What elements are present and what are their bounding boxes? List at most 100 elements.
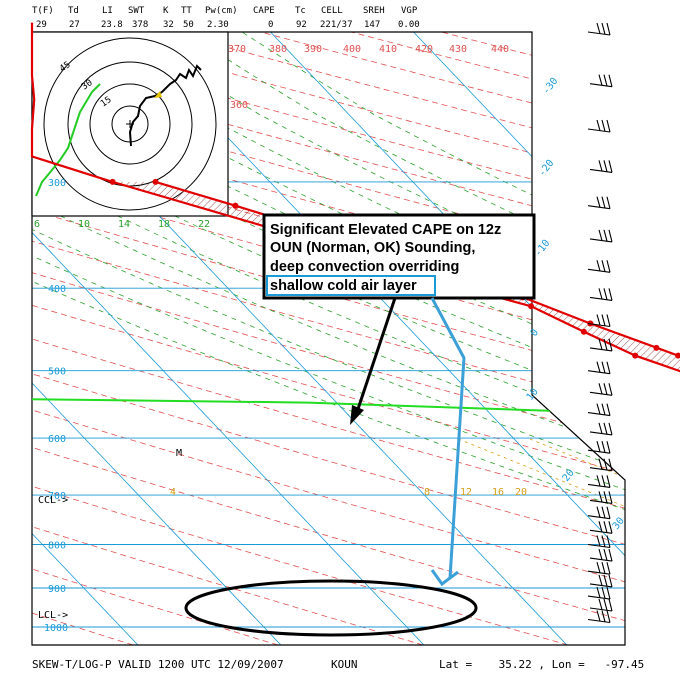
moist-adiabat-line	[32, 32, 625, 645]
mixing-ratio-label: 20	[515, 487, 527, 498]
plot-frame	[31, 31, 626, 646]
pressure-label: 500	[48, 367, 66, 378]
isotherm-label: 30	[611, 516, 627, 532]
wind-barb	[589, 422, 613, 436]
index-label-tf: T(F)	[32, 6, 54, 16]
level-mark-m: M	[176, 448, 182, 459]
moist-adiabat-line	[32, 32, 625, 645]
cold-layer-arrowhead	[430, 569, 459, 587]
index-label-td: Td	[68, 6, 79, 16]
footer-latlon: Lat = 35.22 , Lon = -97.45	[439, 658, 644, 671]
dry-adiabat-line	[32, 32, 625, 645]
theta-label: 360	[230, 100, 248, 111]
hodograph-ring	[43, 37, 217, 211]
dry-adiabat-line	[634, 13, 680, 645]
wind-barb	[587, 314, 611, 328]
moist-adiabat-line	[32, 32, 625, 645]
parcel-point	[675, 352, 680, 359]
parcel-point	[653, 344, 660, 351]
cold-layer-ellipse	[184, 579, 478, 637]
wind-barb	[587, 361, 611, 375]
wind-barb	[587, 535, 611, 549]
pressure-label: 400	[48, 284, 66, 295]
theta-label: 370	[228, 44, 246, 55]
index-label-li: LI	[102, 6, 113, 16]
annotation-line-1: Significant Elevated CAPE on 12z	[270, 222, 501, 238]
index-label-cape: CAPE	[253, 6, 275, 16]
pressure-label: 800	[48, 541, 66, 552]
index-label-k: K	[163, 6, 169, 16]
theta-e-label: 6	[34, 219, 40, 230]
wind-barbs	[587, 22, 613, 624]
theta-e-label: 22	[198, 219, 210, 230]
cold-layer-arrow	[430, 297, 466, 579]
index-value-td: 27	[69, 20, 80, 30]
ccl-label: CCL->	[38, 495, 68, 506]
theta-e-label: 10	[78, 219, 90, 230]
footer-title: SKEW-T/LOG-P VALID 1200 UTC 12/09/2007	[32, 658, 284, 671]
dry-adiabat-line	[32, 32, 625, 645]
index-value-vgp: 0.00	[398, 20, 420, 30]
index-value-swt: 378	[132, 20, 148, 30]
cape-arrow	[354, 297, 397, 416]
hodograph-trace	[128, 64, 202, 147]
index-label-tc: Tc	[295, 6, 306, 16]
isotherm-line	[32, 32, 282, 645]
pressure-label: 300	[48, 178, 66, 189]
annotation: Significant Elevated CAPE on 12z OUN (No…	[184, 213, 536, 637]
cape-arrowhead	[350, 405, 364, 425]
wind-barb	[587, 610, 611, 624]
wind-barb	[589, 458, 613, 472]
index-label-cell: CELL	[321, 6, 343, 16]
isotherm-label: -30	[541, 76, 561, 97]
index-value-cape: 0	[268, 20, 273, 30]
wind-barb	[589, 160, 613, 173]
index-label-pw: Pw(cm)	[205, 6, 238, 16]
dry-adiabat-line	[545, 32, 625, 645]
isotherm-line	[413, 32, 625, 645]
cold-layer-highlight	[266, 275, 436, 296]
annotation-line-4: shallow cold air layer	[270, 278, 417, 294]
footer-station: KOUN	[331, 658, 358, 671]
parcel-point	[232, 202, 239, 209]
pressure-label: 700	[48, 491, 66, 502]
wind-barb	[587, 260, 611, 273]
annotation-box	[262, 213, 536, 300]
isotherm-label: -10	[533, 238, 553, 259]
wind-barb	[589, 383, 613, 396]
index-label-sreh: SREH	[363, 6, 385, 16]
wind-barb	[589, 491, 613, 504]
moist-adiabat-line	[32, 32, 625, 645]
wind-barb	[589, 288, 613, 301]
hodograph-ring	[89, 83, 171, 165]
index-value-li: 23.8	[101, 20, 123, 30]
index-label-vgp: VGP	[401, 6, 418, 16]
index-value-tc: 92	[296, 20, 307, 30]
storm-motion-marker	[154, 91, 162, 98]
wind-barb	[587, 22, 611, 36]
isotherm-line	[32, 32, 139, 645]
temperature-trace	[30, 22, 680, 373]
index-value-tt: 50	[183, 20, 194, 30]
dry-adiabat-line	[367, 32, 625, 645]
isotherm-label: -20	[537, 158, 557, 179]
dry-adiabat-line	[32, 32, 625, 645]
mixing-ratio-label: 16	[492, 487, 504, 498]
theta-label: 380	[269, 44, 287, 55]
isotherm-label: 0	[529, 327, 541, 339]
dry-adiabat-line	[32, 32, 279, 645]
pressure-label: 1000	[44, 623, 68, 634]
parcel-point	[528, 303, 535, 310]
wind-barb	[587, 119, 611, 133]
index-value-k: 32	[163, 20, 174, 30]
parcel-point	[109, 178, 116, 185]
wind-barb	[587, 475, 611, 488]
theta-e-label: 18	[158, 219, 170, 230]
mixing-ratio-label: 12	[460, 487, 472, 498]
dry-adiabat-line	[456, 32, 625, 645]
index-header: T(F) Td LI SWT K TT Pw(cm) CAPE Tc CELL …	[32, 6, 420, 30]
pressure-label: 900	[48, 584, 66, 595]
wind-barb	[587, 506, 611, 520]
moist-adiabat-line	[32, 32, 625, 645]
